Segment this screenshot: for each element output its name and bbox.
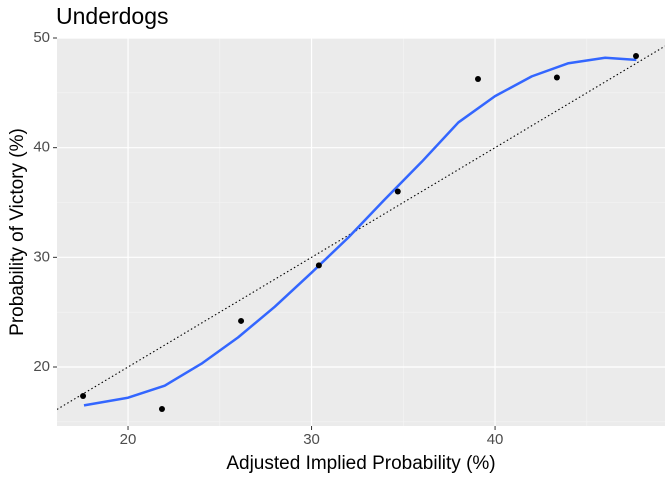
- point: [633, 52, 640, 59]
- point: [394, 188, 401, 195]
- smooth-line: [83, 56, 637, 407]
- y-axis-title: Probability of Victory (%): [7, 128, 28, 336]
- x-tick-label: 20: [120, 431, 137, 448]
- point: [315, 262, 322, 269]
- y-tick-label: 30: [33, 248, 50, 265]
- x-tick-label: 40: [487, 431, 504, 448]
- point: [80, 392, 87, 399]
- x-axis-title: Adjusted Implied Probability (%): [226, 453, 495, 474]
- point: [238, 317, 245, 324]
- point: [474, 76, 481, 83]
- x-tick-label: 30: [303, 431, 320, 448]
- y-tick-label: 20: [33, 358, 50, 375]
- y-tick-label: 40: [33, 139, 50, 156]
- point: [158, 406, 165, 413]
- y-tick-label: 50: [33, 29, 50, 46]
- chart-title: Underdogs: [56, 3, 169, 29]
- point: [553, 74, 560, 81]
- plot-panel: [57, 38, 665, 426]
